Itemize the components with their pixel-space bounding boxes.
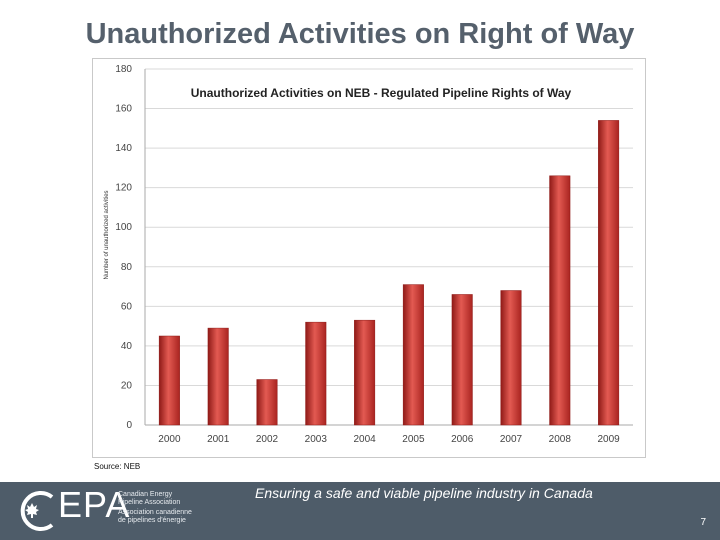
y-tick-label: 0	[126, 420, 132, 431]
x-tick-label: 2002	[256, 434, 279, 445]
bar-2008	[549, 175, 571, 426]
logo-line-2: Pipeline Association	[118, 499, 181, 506]
y-tick-label: 40	[121, 341, 133, 352]
logo-c-arc	[20, 491, 54, 531]
bar-2006	[451, 294, 473, 426]
bar-2003	[305, 321, 327, 426]
bar-2009	[598, 120, 620, 426]
x-tick-label: 2005	[402, 434, 425, 445]
slide-title: Unauthorized Activities on Right of Way	[85, 18, 635, 50]
logo-text: EPA	[58, 484, 131, 525]
footer-bar: EPA Canadian Energy Pipeline Association…	[0, 482, 720, 540]
x-tick-label: 2006	[451, 434, 474, 445]
y-tick-label: 80	[121, 262, 133, 273]
y-tick-label: 180	[115, 64, 132, 75]
maple-leaf-icon	[25, 503, 39, 518]
logo-line-4: de pipelines d'énergie	[118, 517, 186, 524]
page-number: 7	[700, 517, 706, 528]
bar-2001	[207, 327, 229, 426]
y-axis-label: Number of unauthorized activities	[104, 190, 110, 279]
x-tick-label: 2000	[158, 434, 181, 445]
chart-container: 0 20 40 60 80 100 120 140 160 180 2000 2001 2002 2003…	[92, 58, 646, 458]
x-tick-label: 2009	[597, 434, 620, 445]
bar-2000	[158, 335, 180, 426]
x-tick-label: 2003	[305, 434, 328, 445]
y-tick-label: 120	[115, 183, 132, 194]
x-tick-label: 2008	[549, 434, 572, 445]
y-tick-label: 160	[115, 104, 132, 115]
bar-2002	[256, 379, 278, 426]
x-tick-label: 2001	[207, 434, 230, 445]
x-tick-label: 2007	[500, 434, 523, 445]
y-tick-label: 100	[115, 222, 132, 233]
y-tick-label: 20	[121, 380, 133, 391]
source-note: Source: NEB	[94, 462, 141, 471]
footer-tagline: Ensuring a safe and viable pipeline indu…	[255, 485, 593, 501]
logo-line-3: Association canadienne	[118, 509, 192, 516]
chart-title: Unauthorized Activities on NEB - Regulat…	[191, 86, 572, 100]
bar-2004	[354, 319, 376, 426]
bar-2007	[500, 290, 522, 426]
bar-2005	[402, 284, 424, 426]
y-tick-label: 140	[115, 143, 132, 154]
logo-line-1: Canadian Energy	[118, 491, 173, 498]
x-tick-label: 2004	[353, 434, 376, 445]
y-tick-label: 60	[121, 301, 133, 312]
bar-chart: 0 20 40 60 80 100 120 140 160 180 2000 2001 2002 2003…	[104, 64, 633, 445]
cepa-logo	[20, 491, 54, 531]
